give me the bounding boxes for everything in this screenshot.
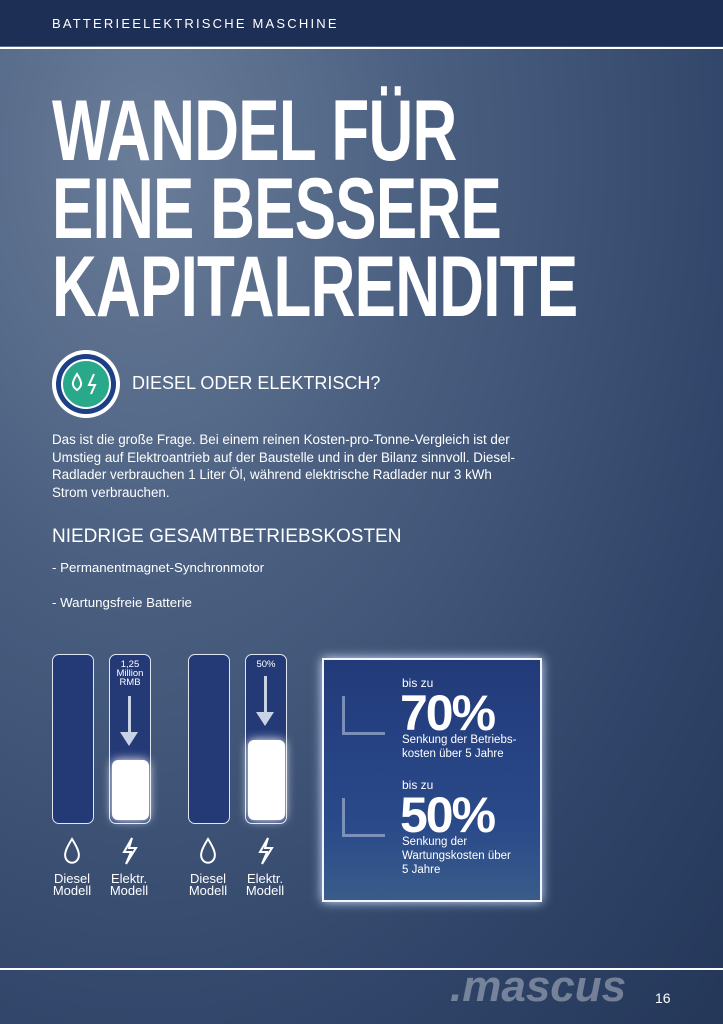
bar-annotation: 1,25 Million RMB [109,659,151,688]
costs-heading: NIEDRIGE GESAMTBETRIEBSKOSTEN [52,526,402,547]
arrow-shaft [264,676,267,714]
stat-caption-line: kosten über 5 Jahre [402,748,504,760]
electric-fill [248,740,285,820]
stat-value: 70% [400,685,496,741]
header-bar [0,0,723,46]
drop-icon [64,837,80,864]
model-label-line: Elektr. [110,871,148,886]
bullet: - Wartungsfreie Batterie [52,595,192,610]
headline-line: WANDEL FÜR [52,83,457,179]
bar-annotation-line: RMB [119,677,141,688]
stat-caption-line: Senkung der Betriebs- [402,734,517,746]
model-label-line: Modell [109,883,149,898]
bolt-icon [122,837,138,865]
arrow-head [256,712,274,726]
drop-icon [200,837,216,864]
stat-caption-line: 5 Jahre [402,864,441,876]
model-label-line: Diesel [189,871,227,886]
arrow-head [120,732,138,746]
stat-caption: Senkung der Wartungskosten über 5 Jahre [402,835,511,877]
stats-box [322,658,542,902]
paragraph: Das ist die große Frage. Bei einem reine… [52,432,515,500]
bullet: - Permanentmagnet-Synchronmotor [52,560,265,575]
bar-annotation: 50% [245,659,287,670]
model-label: Diesel Modell [42,871,102,898]
stat-caption-line: Senkung der [402,836,468,848]
diesel-bar [188,654,230,824]
model-label-line: Modell [188,883,228,898]
model-label: Diesel Modell [178,871,238,898]
footer-rule [0,968,723,970]
header-title: BATTERIEELEKTRISCHE MASCHINE [52,16,339,31]
headline: WANDEL FÜR EINE BESSERE KAPITALRENDITE [52,83,578,335]
stat-icon [342,696,385,735]
page-number: 16 [655,990,671,1006]
model-label: Elektr. Modell [235,871,295,898]
watermark: .mascus [450,962,627,1011]
headline-line: KAPITALRENDITE [52,239,578,335]
stat-prefix: bis zu [402,778,434,792]
bolt-icon [258,837,274,865]
model-label-line: Elektr. [246,871,284,886]
electric-fill [112,760,149,820]
stat-icon [342,798,385,837]
bar-annotation-line: 50% [256,659,276,670]
model-label: Elektr. Modell [99,871,159,898]
diesel-bar [52,654,94,824]
model-label-line: Modell [52,883,92,898]
arrow-shaft [128,696,131,734]
headline-line: EINE BESSERE [52,161,502,257]
model-label-line: Modell [245,883,285,898]
model-label-line: Diesel [53,871,91,886]
bar-annotation-line: 1,25 [120,659,140,670]
section-heading: DIESEL ODER ELEKTRISCH? [132,373,381,393]
stat-caption: Senkung der Betriebs-kosten über 5 Jahre [402,733,516,761]
stat-caption-line: Wartungskosten über [402,850,511,862]
header-rule [0,47,723,49]
stat-value: 50% [400,787,496,843]
stat-prefix: bis zu [402,676,434,690]
bar-annotation-line: Million [116,668,144,679]
fuel-icon [52,350,120,418]
